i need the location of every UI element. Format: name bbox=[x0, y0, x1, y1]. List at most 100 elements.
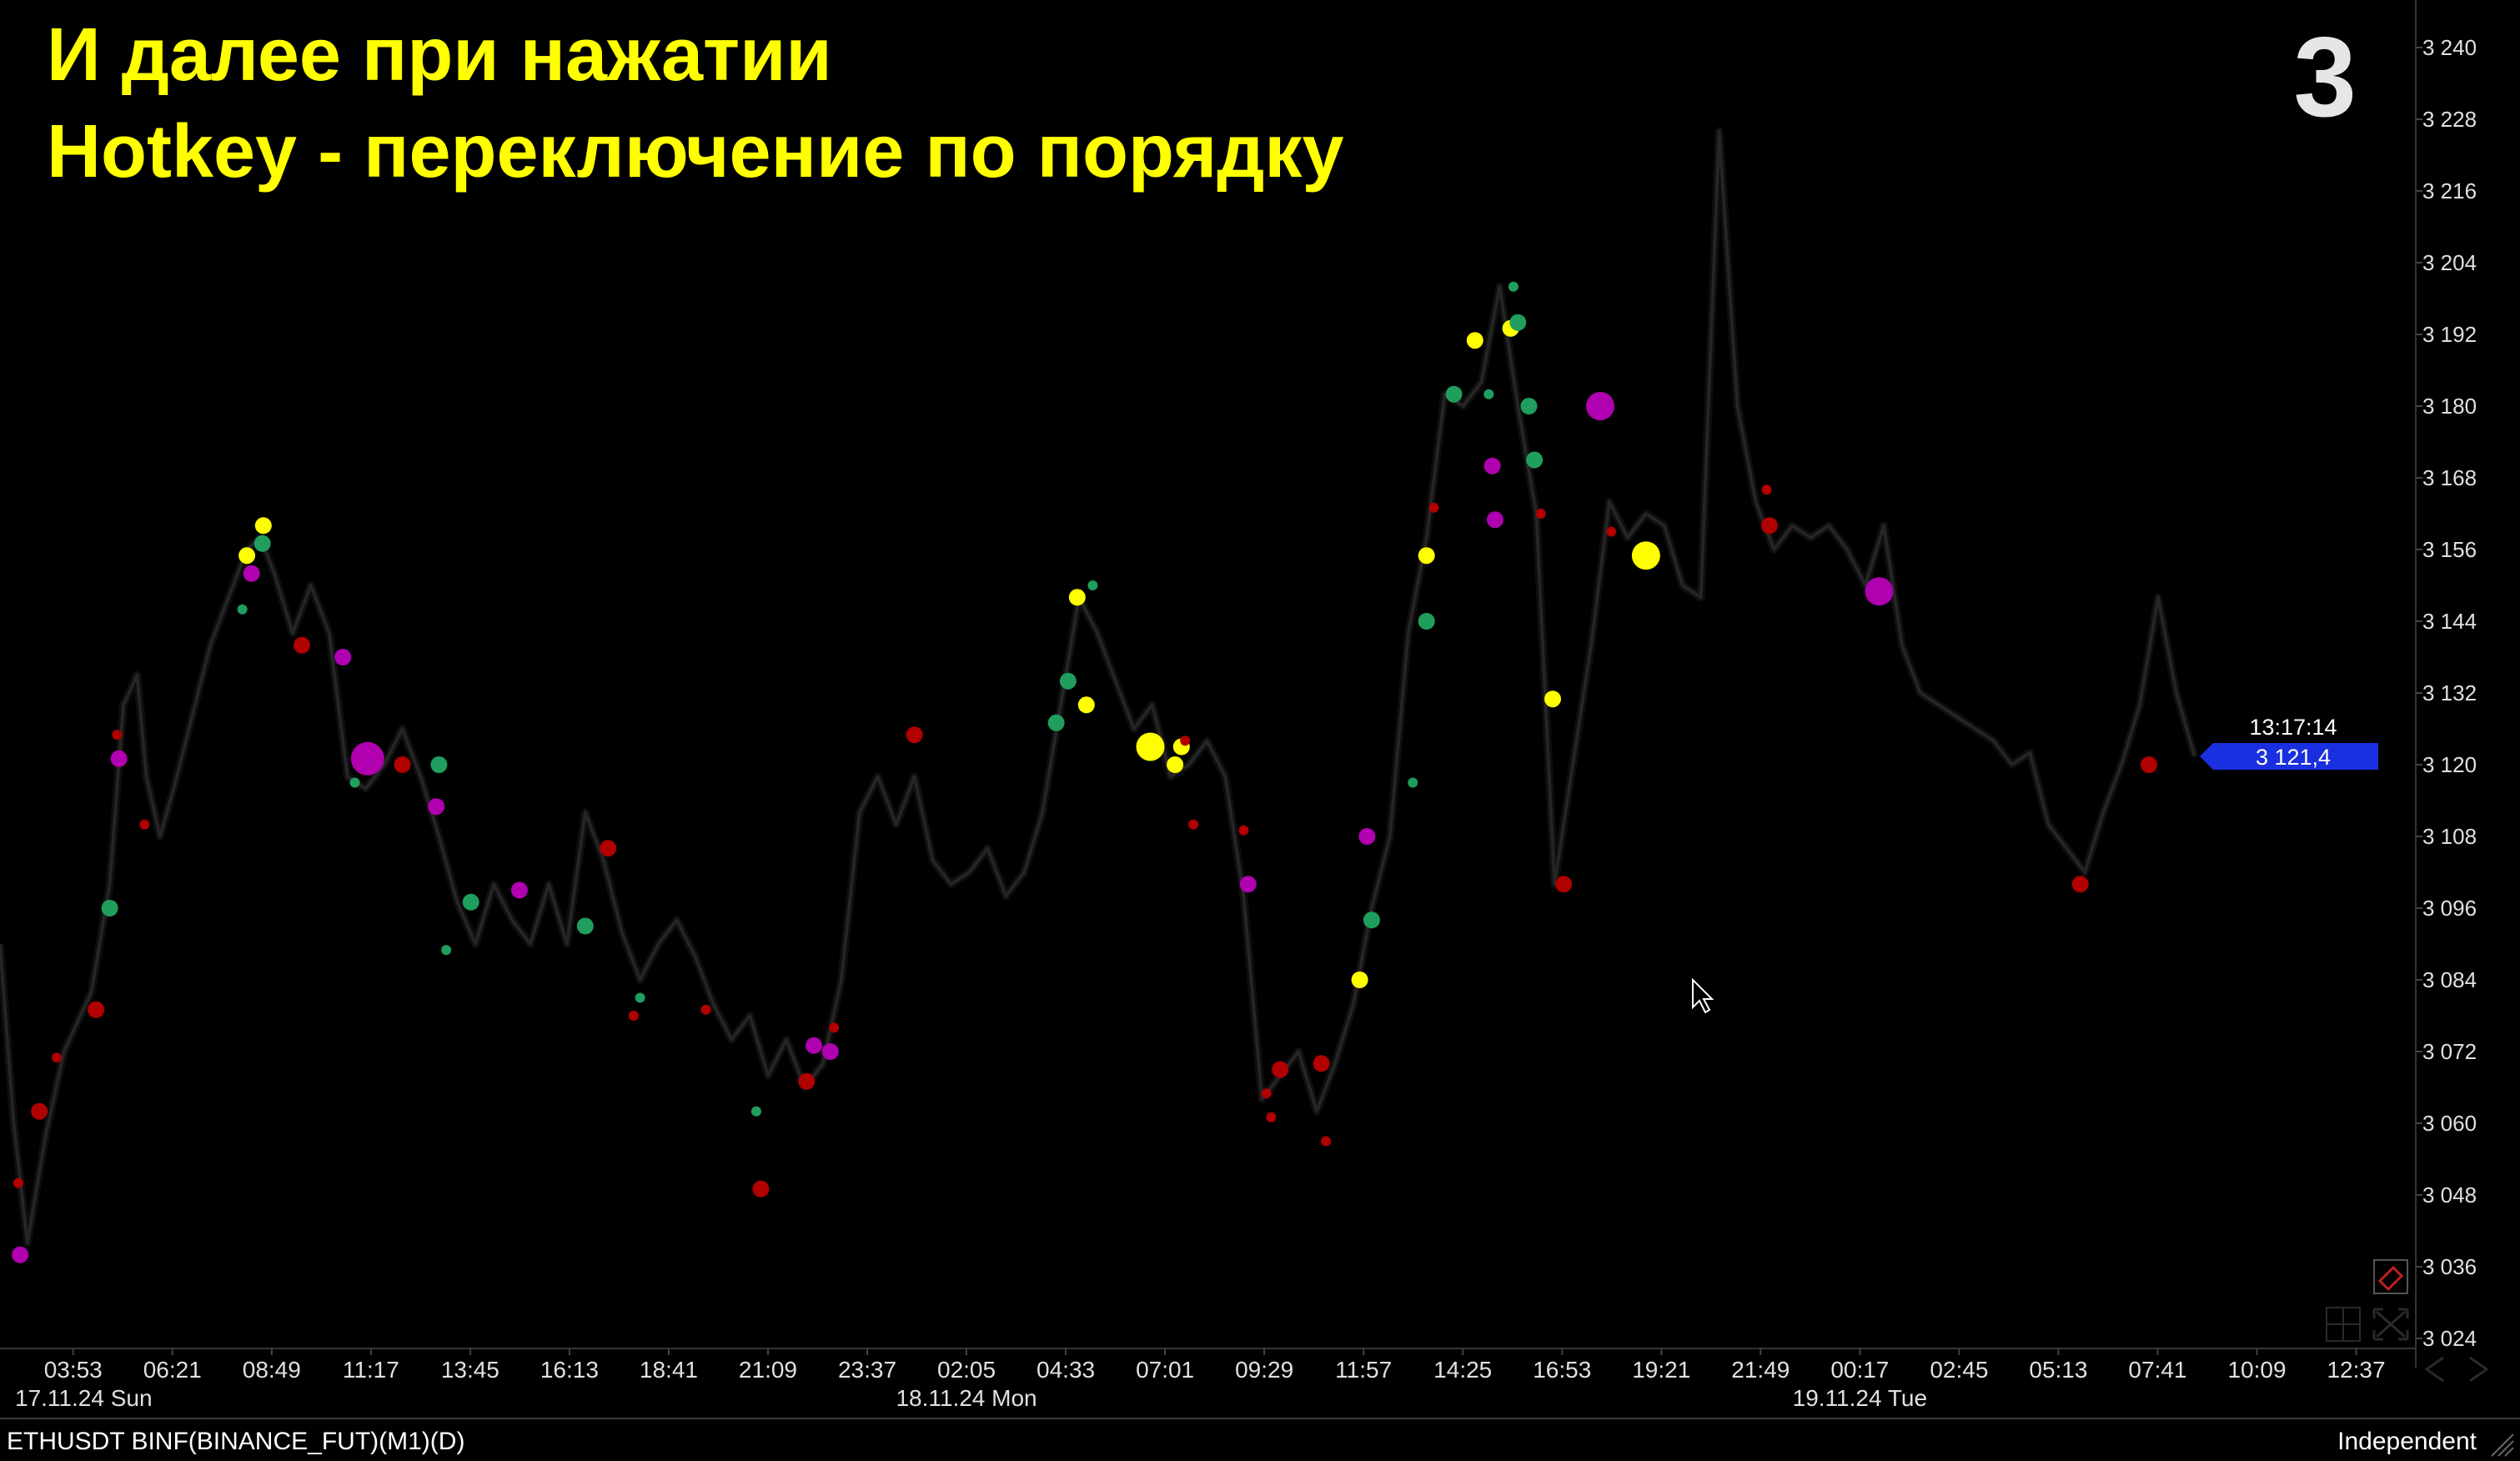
x-tick-label: 13:45 bbox=[441, 1357, 499, 1383]
trade-marker-green bbox=[1408, 777, 1418, 788]
x-tick-label: 16:13 bbox=[540, 1357, 599, 1383]
trade-marker-green bbox=[1508, 281, 1519, 292]
trade-marker-magenta bbox=[12, 1246, 29, 1263]
symbol-label[interactable]: ETHUSDT BINF(BINANCE_FUT)(M1)(D) bbox=[7, 1428, 465, 1455]
trade-marker-magenta bbox=[806, 1037, 822, 1054]
ruler-icon[interactable] bbox=[2373, 1259, 2408, 1294]
trade-marker-red bbox=[700, 1004, 711, 1015]
trade-marker-red bbox=[88, 1001, 105, 1018]
trade-marker-magenta bbox=[110, 750, 128, 767]
scroll-left-icon[interactable] bbox=[2424, 1356, 2444, 1383]
x-tick-label: 12:37 bbox=[2327, 1357, 2385, 1383]
trade-marker-magenta bbox=[1358, 828, 1376, 845]
y-tick-label: 3 228 bbox=[2422, 107, 2477, 132]
trade-marker-red bbox=[1321, 1136, 1332, 1147]
trade-marker-red bbox=[752, 1180, 770, 1197]
x-date-label: 19.11.24 Tue bbox=[1793, 1385, 1927, 1411]
x-date-label: 18.11.24 Mon bbox=[896, 1385, 1037, 1411]
trade-marker-green bbox=[441, 945, 452, 956]
x-tick-label: 02:05 bbox=[937, 1357, 996, 1383]
scale-mode-label[interactable]: Independent bbox=[2337, 1428, 2477, 1455]
y-tick-label: 3 084 bbox=[2422, 967, 2477, 992]
trade-marker-yellow bbox=[1351, 971, 1368, 988]
trade-marker-green bbox=[750, 1106, 761, 1117]
trade-marker-red bbox=[1761, 484, 1772, 495]
crosshair-time-label: 13:17:14 bbox=[2249, 715, 2337, 740]
trade-marker-green bbox=[101, 900, 118, 916]
y-tick-label: 3 048 bbox=[2422, 1182, 2477, 1207]
trade-marker-red bbox=[1272, 1061, 1289, 1078]
y-tick-label: 3 216 bbox=[2422, 178, 2477, 203]
trade-marker-green bbox=[1520, 398, 1538, 414]
trade-marker-red bbox=[1180, 736, 1191, 746]
trade-marker-yellow bbox=[238, 547, 256, 565]
trade-marker-green bbox=[1059, 672, 1077, 690]
trade-marker-red bbox=[1555, 876, 1573, 893]
trade-marker-red bbox=[1606, 526, 1617, 537]
trade-marker-green bbox=[1363, 911, 1380, 929]
trade-marker-magenta bbox=[1239, 876, 1257, 893]
trade-marker-green bbox=[1418, 613, 1435, 630]
trade-marker-magenta bbox=[1486, 511, 1503, 529]
trade-marker-magenta bbox=[334, 649, 352, 665]
trade-marker-green bbox=[237, 604, 248, 615]
trade-marker-yellow bbox=[254, 517, 272, 535]
trade-marker-green bbox=[1087, 580, 1098, 590]
trade-marker-red bbox=[1266, 1112, 1277, 1122]
trade-marker-green bbox=[462, 893, 479, 911]
trade-marker-red bbox=[2141, 756, 2157, 773]
x-tick-label: 05:13 bbox=[2029, 1357, 2087, 1383]
status-bar: ETHUSDT BINF(BINANCE_FUT)(M1)(D) Indepen… bbox=[0, 1418, 2520, 1461]
overlay-title-line-2: Hotkey - переключение по порядку bbox=[47, 110, 1344, 193]
trade-marker-red bbox=[906, 726, 923, 744]
trade-marker-red bbox=[52, 1052, 62, 1063]
step-number: 3 bbox=[2293, 13, 2357, 140]
x-tick-label: 02:45 bbox=[1930, 1357, 1988, 1383]
trade-marker-red bbox=[1238, 825, 1249, 836]
y-tick-label: 3 060 bbox=[2422, 1111, 2477, 1136]
y-tick-label: 3 036 bbox=[2422, 1254, 2477, 1279]
price-label-box bbox=[2200, 742, 2378, 770]
y-tick-label: 3 204 bbox=[2422, 250, 2477, 275]
trade-marker-yellow bbox=[1466, 332, 1483, 349]
x-tick-label: 08:49 bbox=[243, 1357, 301, 1383]
resize-grip-icon[interactable] bbox=[2487, 1429, 2515, 1458]
overlay-title-line-1: И далее при нажатии bbox=[47, 13, 832, 97]
fullscreen-icon[interactable] bbox=[2372, 1308, 2409, 1341]
x-tick-label: 19:21 bbox=[1632, 1357, 1690, 1383]
x-date-label: 17.11.24 Sun bbox=[15, 1385, 153, 1411]
y-tick-label: 3 240 bbox=[2422, 35, 2477, 60]
y-tick-label: 3 192 bbox=[2422, 322, 2477, 347]
x-tick-label: 07:41 bbox=[2128, 1357, 2186, 1383]
trade-marker-green bbox=[254, 535, 271, 552]
trade-marker-green bbox=[430, 756, 448, 773]
x-tick-label: 04:33 bbox=[1037, 1357, 1095, 1383]
trade-marker-magenta bbox=[510, 881, 528, 899]
x-tick-label: 00:17 bbox=[1830, 1357, 1889, 1383]
trade-marker-red bbox=[829, 1022, 840, 1033]
crosshair-price-label: 3 121,4 bbox=[2256, 745, 2331, 770]
trade-marker-red bbox=[1535, 509, 1546, 519]
y-tick-label: 3 024 bbox=[2422, 1326, 2477, 1351]
trade-marker-red bbox=[112, 730, 123, 741]
grid-icon[interactable] bbox=[2326, 1307, 2361, 1342]
price-series-shadow bbox=[0, 127, 2199, 1248]
y-tick-label: 3 168 bbox=[2422, 465, 2477, 490]
trade-marker-red bbox=[1261, 1088, 1272, 1099]
x-tick-label: 14:25 bbox=[1433, 1357, 1492, 1383]
trade-marker-yellow bbox=[1544, 690, 1561, 708]
y-tick-label: 3 132 bbox=[2422, 680, 2477, 705]
y-tick-label: 3 156 bbox=[2422, 537, 2477, 562]
trade-marker-green bbox=[1483, 389, 1494, 399]
scroll-right-icon[interactable] bbox=[2469, 1356, 2489, 1383]
y-tick-label: 3 180 bbox=[2422, 394, 2477, 419]
trade-marker-green bbox=[576, 917, 594, 935]
x-tick-label: 16:53 bbox=[1533, 1357, 1591, 1383]
x-tick-label: 11:57 bbox=[1335, 1357, 1392, 1383]
trade-marker-red bbox=[2071, 876, 2089, 893]
trade-marker-red bbox=[600, 840, 617, 857]
trade-marker-red bbox=[1760, 517, 1778, 535]
trade-marker-magenta bbox=[243, 565, 260, 582]
